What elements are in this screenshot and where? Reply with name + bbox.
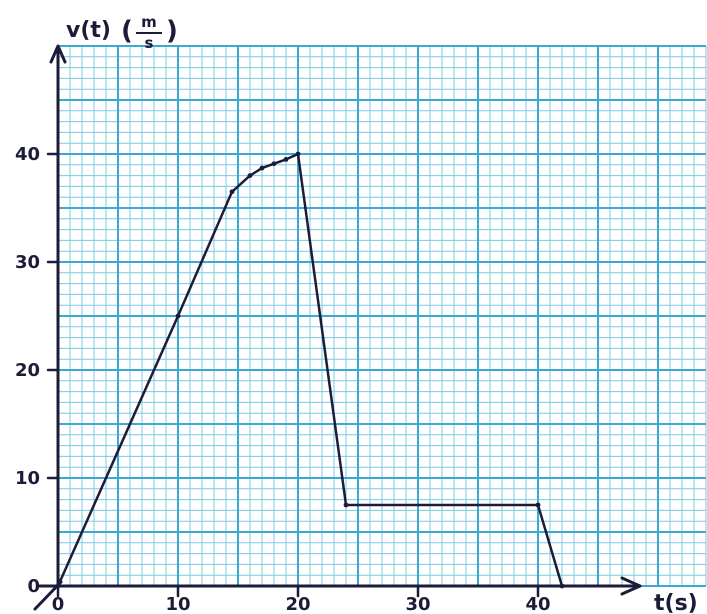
y-unit-open-paren: (: [121, 16, 133, 46]
y-axis-arrowhead: [49, 44, 67, 64]
data-point: [283, 157, 289, 162]
y-tick-label: 40: [15, 144, 40, 165]
y-unit-numerator: m: [141, 13, 157, 31]
data-point: [271, 161, 277, 167]
data-point: [229, 189, 235, 195]
data-point: [535, 502, 541, 508]
x-axis-title: t(s): [654, 591, 698, 614]
axis-titles: v(t) ( m s ) t(s): [66, 13, 698, 614]
data-point: [55, 583, 61, 589]
y-tick-label: 10: [15, 468, 40, 489]
data-point: [343, 502, 349, 508]
tick-labels: 0 10 20 30 40 0 10 20 30 40: [15, 144, 551, 614]
x-tick-label: 40: [525, 594, 550, 614]
data-point: [259, 165, 265, 171]
axes: [33, 44, 642, 611]
data-point: [295, 151, 301, 157]
x-axis-arrowhead: [620, 576, 642, 596]
x-tick-label: 20: [285, 594, 310, 614]
data-layer: [55, 151, 565, 589]
data-point: [175, 313, 181, 319]
axis-ticks: [46, 152, 540, 598]
data-point: [559, 583, 565, 589]
y-axis-title: v(t): [66, 18, 111, 43]
y-tick-label: 30: [15, 252, 40, 273]
x-tick-label: 10: [165, 594, 190, 614]
x-tick-label: 0: [52, 594, 65, 614]
x-tick-label: 30: [405, 594, 430, 614]
y-unit-denominator: s: [145, 34, 154, 52]
y-tick-label: 20: [15, 360, 40, 381]
y-unit-close-paren: ): [166, 16, 178, 46]
data-point: [247, 173, 253, 179]
y-tick-label: 0: [27, 576, 40, 597]
